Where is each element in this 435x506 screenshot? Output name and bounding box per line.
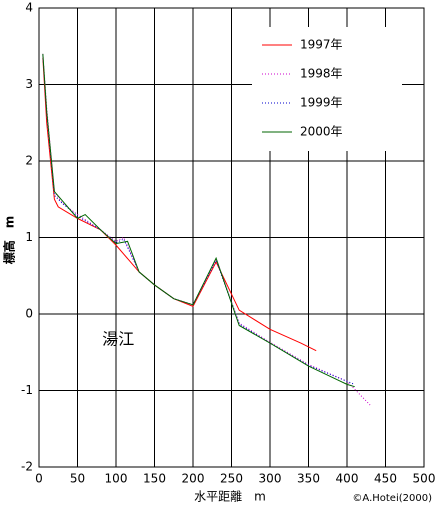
line-series (42, 53, 355, 388)
y-tick-label: -1 (21, 383, 33, 397)
x-tick-label: 350 (297, 472, 320, 486)
y-tick-label: 2 (25, 154, 33, 168)
y-axis-label: 標高 m (2, 216, 17, 265)
x-tick-label: 400 (336, 472, 359, 486)
legend-label: 1997年 (300, 38, 343, 52)
x-tick-label: 50 (70, 472, 85, 486)
legend-label: 1998年 (300, 67, 343, 81)
annotation: 湯江 (102, 330, 134, 349)
x-tick-label: 300 (259, 472, 282, 486)
legend-label: 1999年 (300, 96, 343, 110)
y-tick-label: 3 (25, 77, 33, 91)
y-tick-label: 1 (25, 230, 33, 244)
credit: ©A.Hotei(2000) (352, 493, 432, 504)
x-tick-label: 450 (374, 472, 397, 486)
x-tick-label: 100 (105, 472, 128, 486)
legend-label: 2000年 (300, 125, 343, 139)
legend-box (252, 27, 402, 151)
x-tick-label: 200 (182, 472, 205, 486)
y-tick-label: -2 (21, 460, 33, 474)
y-tick-label: 0 (25, 307, 33, 321)
y-tick-label: 4 (25, 1, 33, 15)
x-tick-label: 500 (413, 472, 435, 486)
x-tick-label: 150 (143, 472, 166, 486)
x-tick-label: 0 (35, 472, 43, 486)
x-tick-label: 250 (220, 472, 243, 486)
x-axis-label: 水平距離 m (194, 490, 266, 504)
